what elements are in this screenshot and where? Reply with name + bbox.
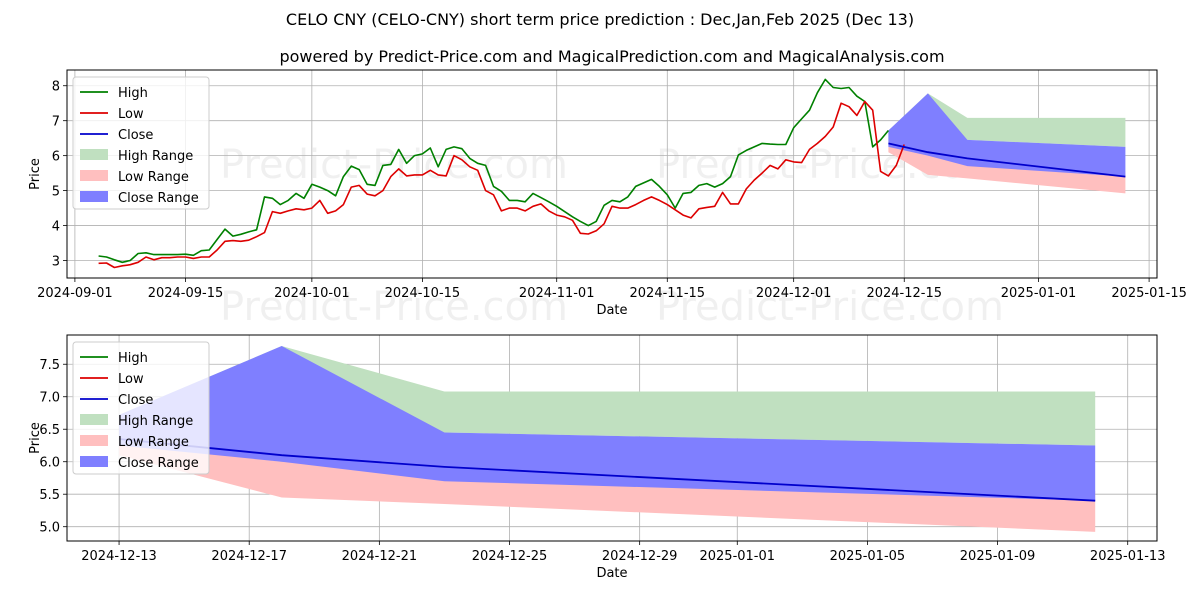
x-tick-label: 2025-01-13 <box>1090 549 1166 564</box>
y-tick-label: 6 <box>52 150 60 165</box>
x-tick-label: 2025-01-01 <box>699 549 775 564</box>
x-tick-label: 2024-12-21 <box>342 549 418 564</box>
legend-swatch <box>80 456 108 467</box>
x-tick-label: 2024-12-29 <box>602 549 678 564</box>
legend-label: Close <box>118 128 153 143</box>
chart-subtitle: powered by Predict-Price.com and Magical… <box>279 47 944 66</box>
legend-swatch <box>80 170 108 181</box>
y-tick-label: 5.5 <box>39 488 60 503</box>
x-tick-label: 2025-01-09 <box>960 549 1036 564</box>
y-axis-label: Price <box>28 422 43 454</box>
x-tick-label: 2024-12-15 <box>866 286 942 301</box>
x-tick-label: 2024-09-15 <box>148 286 224 301</box>
legend-label: High <box>118 86 148 101</box>
legend-label: Close Range <box>118 456 199 471</box>
plot-frame <box>66 69 1158 279</box>
legend-label: High Range <box>118 414 193 429</box>
watermark-gap-right: Predict-Price.com <box>656 284 1004 330</box>
close-range-band <box>119 346 1096 501</box>
x-tick-label: 2024-11-15 <box>630 286 706 301</box>
x-axis-label: Date <box>596 566 627 581</box>
y-tick-label: 6.0 <box>39 456 60 471</box>
low-price-line <box>98 100 905 269</box>
plot-frame <box>66 334 1158 542</box>
price-history-panel: Predict-Price.com Predict-Price.com Predic… <box>28 69 1187 330</box>
x-tick-label: 2025-01-05 <box>830 549 906 564</box>
x-tick-label: 2025-01-15 <box>1111 286 1187 301</box>
x-tick-label: 2024-11-01 <box>519 286 595 301</box>
x-tick-label: 2024-12-01 <box>756 286 832 301</box>
x-tick-label: 2024-12-25 <box>472 549 548 564</box>
x-tick-label: 2024-10-01 <box>274 286 350 301</box>
y-tick-label: 8 <box>52 80 60 95</box>
x-tick-label: 2024-12-17 <box>211 549 287 564</box>
legend-swatch <box>80 191 108 202</box>
y-tick-label: 6.5 <box>39 423 60 438</box>
watermark-left: Predict-Price.com <box>220 142 568 188</box>
legend-swatch <box>80 414 108 425</box>
y-tick-label: 5 <box>52 185 60 200</box>
high-price-line <box>98 78 890 264</box>
legend-label: Low <box>118 107 144 122</box>
legend-swatch <box>80 435 108 446</box>
forecast-panel: Predict-Price.comPredict-Price.com2024-1… <box>28 334 1166 581</box>
legend-swatch <box>80 149 108 160</box>
x-tick-label: 2024-12-13 <box>81 549 157 564</box>
x-tick-label: 2024-09-01 <box>37 286 113 301</box>
y-tick-label: 3 <box>52 255 60 270</box>
legend-label: Low Range <box>118 170 189 185</box>
y-tick-label: 7 <box>52 115 60 130</box>
legend-label: High Range <box>118 149 193 164</box>
y-tick-label: 7.0 <box>39 391 60 406</box>
x-axis-label: Date <box>596 303 627 318</box>
y-tick-label: 4 <box>52 220 60 235</box>
legend-label: Low <box>118 372 144 387</box>
x-tick-label: 2024-10-15 <box>385 286 461 301</box>
watermark-gap-left: Predict-Price.com <box>220 284 568 330</box>
y-tick-label: 7.5 <box>39 358 60 373</box>
legend-label: Low Range <box>118 435 189 450</box>
legend-label: High <box>118 351 148 366</box>
legend-label: Close Range <box>118 191 199 206</box>
chart-title: CELO CNY (CELO-CNY) short term price pre… <box>286 10 914 29</box>
legend-label: Close <box>118 393 153 408</box>
y-tick-label: 5.0 <box>39 521 60 536</box>
x-tick-label: 2025-01-01 <box>1001 286 1077 301</box>
y-axis-label: Price <box>28 158 43 190</box>
close-forecast-line <box>888 142 1126 178</box>
